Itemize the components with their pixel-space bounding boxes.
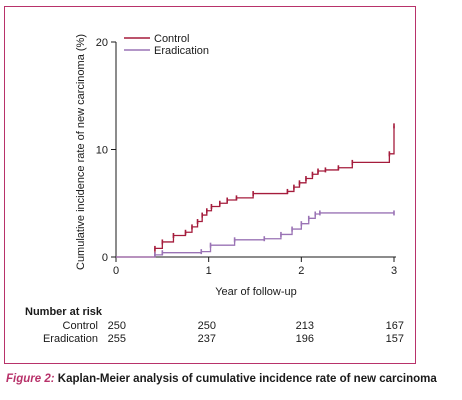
risk-value: 250 — [197, 320, 216, 332]
risk-label-control: Control — [62, 320, 98, 332]
caption-text: Kaplan-Meier analysis of cumulative inci… — [57, 373, 437, 385]
y-ticks: 0 10 20 — [96, 37, 116, 264]
y-tick-label: 20 — [96, 37, 108, 49]
x-axis-label: Year of follow-up — [215, 286, 297, 298]
caption-label: Figure 2: — [6, 373, 55, 385]
figure-caption: Figure 2: Kaplan-Meier analysis of cumul… — [6, 373, 437, 385]
legend-label-control: Control — [154, 33, 189, 45]
y-tick-label: 10 — [96, 145, 108, 157]
series-layer — [116, 123, 395, 258]
km-chart: 0 10 20 0 1 2 3 Control Eradication Year of f… — [75, 33, 397, 298]
risk-value: 157 — [385, 333, 404, 345]
legend-label-eradication: Eradication — [154, 45, 209, 57]
y-tick-label: 0 — [102, 252, 108, 264]
x-tick-label: 3 — [391, 265, 397, 277]
risk-label-eradication: Eradication — [42, 333, 98, 345]
legend: Control Eradication — [124, 33, 209, 57]
risk-value: 237 — [197, 333, 216, 345]
risk-row-control: Control 250 250 213 167 — [0, 320, 420, 334]
risk-row-eradication: Eradication 255 237 196 157 — [0, 333, 420, 347]
series-line-control — [116, 125, 395, 258]
x-tick-label: 2 — [298, 265, 304, 277]
x-tick-label: 0 — [113, 265, 119, 277]
y-axis-label: Cumulative incidence rate of new carcino… — [75, 34, 87, 270]
risk-value: 250 — [107, 320, 126, 332]
risk-value: 167 — [385, 320, 404, 332]
risk-value: 213 — [295, 320, 314, 332]
x-tick-label: 1 — [206, 265, 212, 277]
series-line-eradication — [116, 212, 394, 258]
x-ticks: 0 1 2 3 — [113, 257, 397, 277]
risk-value: 196 — [295, 333, 314, 345]
risk-value: 255 — [107, 333, 126, 345]
figure-frame — [4, 6, 416, 364]
risk-table-title: Number at risk — [25, 306, 103, 318]
